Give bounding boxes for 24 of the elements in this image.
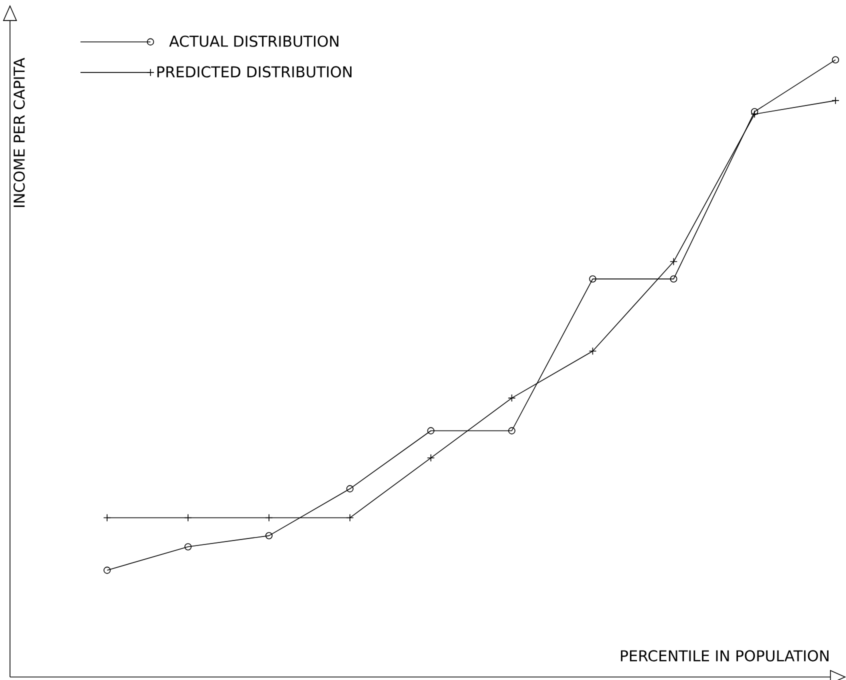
point bbox=[750, 110, 758, 118]
point bbox=[670, 258, 678, 266]
y-axis-title: INCOME PER CAPITA bbox=[14, 58, 25, 207]
point bbox=[184, 514, 192, 522]
legend-label: ACTUAL DISTRIBUTION bbox=[169, 36, 338, 47]
point bbox=[670, 275, 678, 283]
point bbox=[508, 427, 516, 434]
point bbox=[832, 56, 840, 64]
point bbox=[346, 514, 354, 522]
point bbox=[832, 96, 840, 104]
point bbox=[103, 514, 112, 522]
point bbox=[508, 394, 516, 402]
point bbox=[588, 347, 597, 356]
point bbox=[184, 543, 192, 550]
legend-label: PREDICTED DISTRIBUTION bbox=[157, 66, 352, 78]
point bbox=[750, 108, 758, 116]
point bbox=[346, 485, 354, 492]
point bbox=[426, 454, 435, 462]
point bbox=[104, 566, 111, 574]
point bbox=[265, 532, 273, 540]
x-axis-title: PERCENTILE IN POPULATION bbox=[620, 650, 828, 662]
point bbox=[427, 427, 434, 434]
point bbox=[589, 275, 596, 283]
point bbox=[265, 514, 273, 522]
